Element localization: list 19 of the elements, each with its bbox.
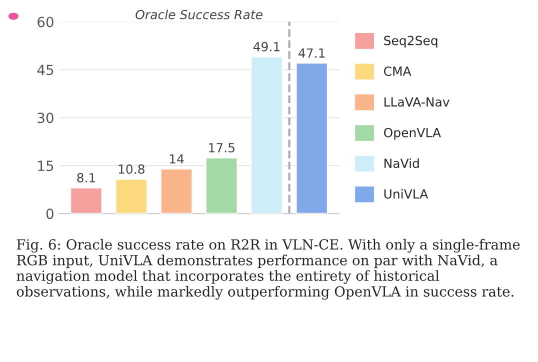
data-label: 8.1	[77, 173, 96, 182]
y-tick-label: 15	[38, 160, 54, 172]
legend-label: NaVid	[384, 158, 419, 168]
legend-label: Seq2Seq	[384, 36, 438, 48]
data-label: 17.5	[209, 143, 234, 152]
legend-label: CMA	[384, 66, 412, 76]
y-tick-label: 60	[38, 16, 54, 28]
legend-label: OpenVLA	[384, 128, 441, 140]
data-label: 10.8	[118, 164, 144, 174]
legend-label: UniVLA	[384, 189, 428, 199]
caption: Fig. 6: Oracle success rate on R2R in VLN-CE. With only a single-frame RGB input, UniVLA demonstrates performance on par with NaVid, a navigation model that incorporates the entirety of historical observations, while markedly outperforming OpenVLA in success rate.	[16, 238, 520, 300]
legend-label: LLaVA-Nav	[384, 97, 450, 107]
data-label: 14	[170, 154, 184, 164]
data-label: 49.1	[253, 42, 280, 52]
y-tick-label: 45	[37, 64, 54, 76]
data-label: 47.1	[298, 48, 325, 58]
y-tick-label: 0	[46, 208, 54, 220]
chart-title: Oracle Success Rate	[136, 10, 262, 20]
y-tick-label: 30	[38, 112, 54, 124]
